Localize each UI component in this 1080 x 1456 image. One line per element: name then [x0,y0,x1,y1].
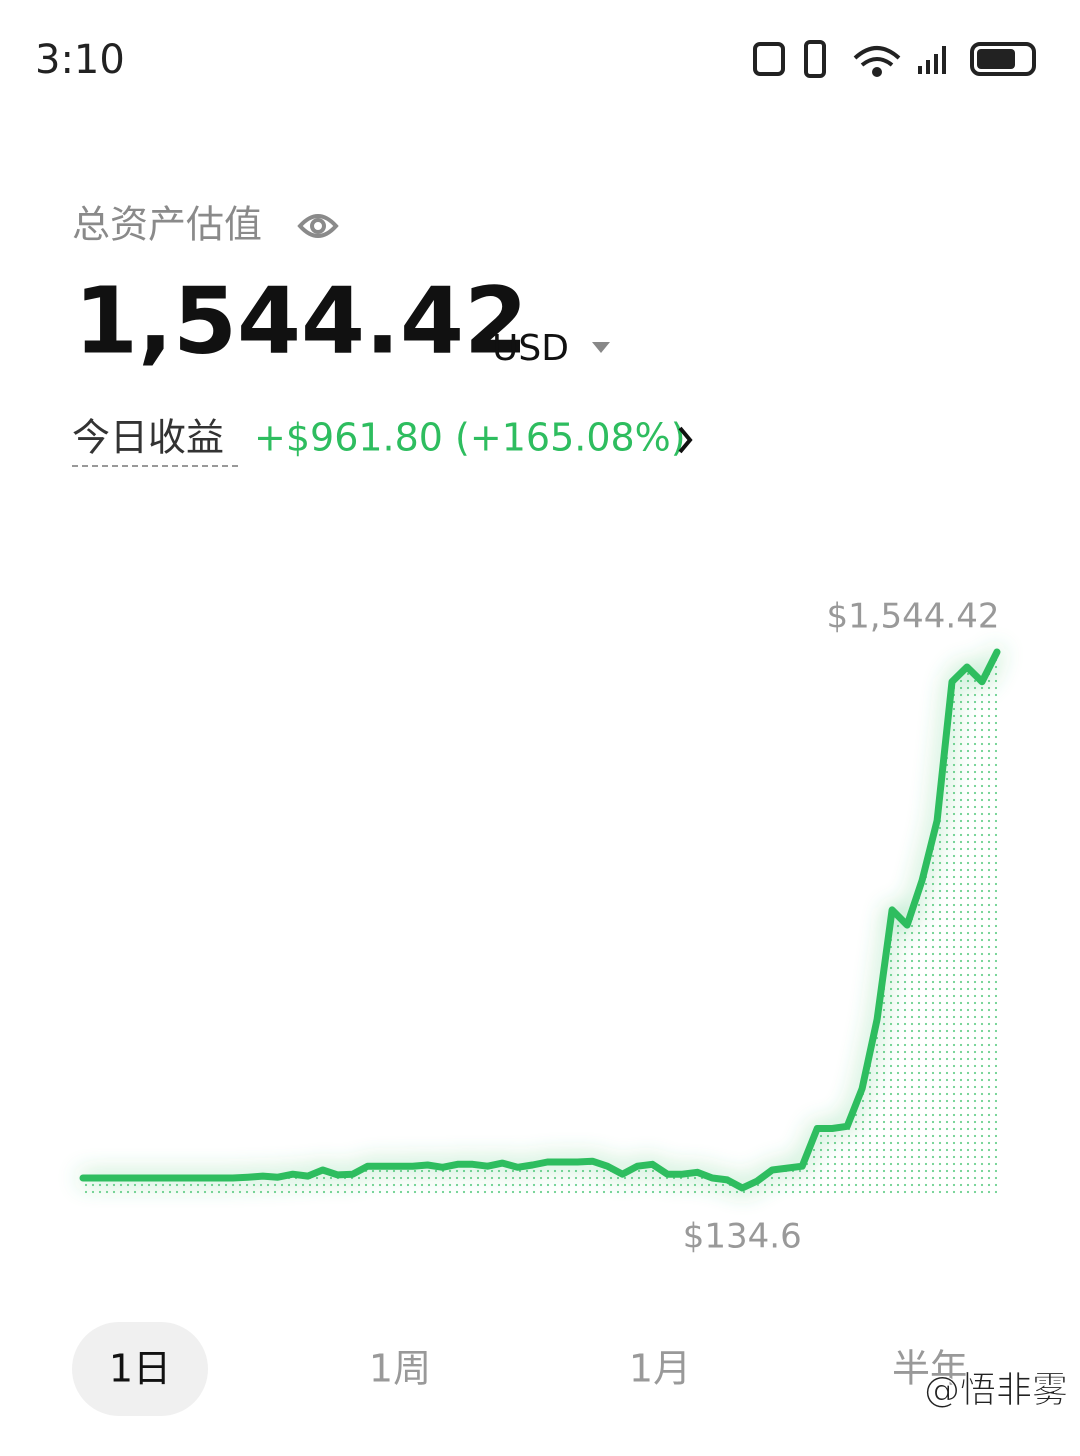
annotation: $134.6 [683,1217,802,1257]
area-fill [83,652,997,1196]
tab[interactable]: 1日 [109,1347,171,1391]
today-pnl: +$961.80 (+165.08%) [254,416,686,460]
tab-active-bg [72,1322,208,1416]
eye-icon[interactable] [297,214,339,238]
tab[interactable]: 半年 [892,1347,968,1391]
annotation: $1,544.42 [826,597,999,637]
assets-label: 总资产估值 [72,203,262,247]
chevron[interactable] [678,426,693,454]
today-label[interactable]: 今日收益 [72,416,224,460]
status-time: 3:10 [35,37,125,83]
tabs: 1日 1周 1月 半年 [109,1347,968,1391]
watermark: @悟非雾 [924,1370,1068,1411]
chart: $1,544.42 $134.6 [79,597,1001,1257]
currency[interactable]: USD [492,328,569,369]
tab[interactable]: 1周 [369,1347,431,1391]
currency-dropdown[interactable] [592,342,610,353]
line [79,648,1001,1192]
tab[interactable]: 1月 [629,1347,691,1391]
total-value: 1,544.42 [74,267,528,374]
status-icons [753,40,1036,78]
